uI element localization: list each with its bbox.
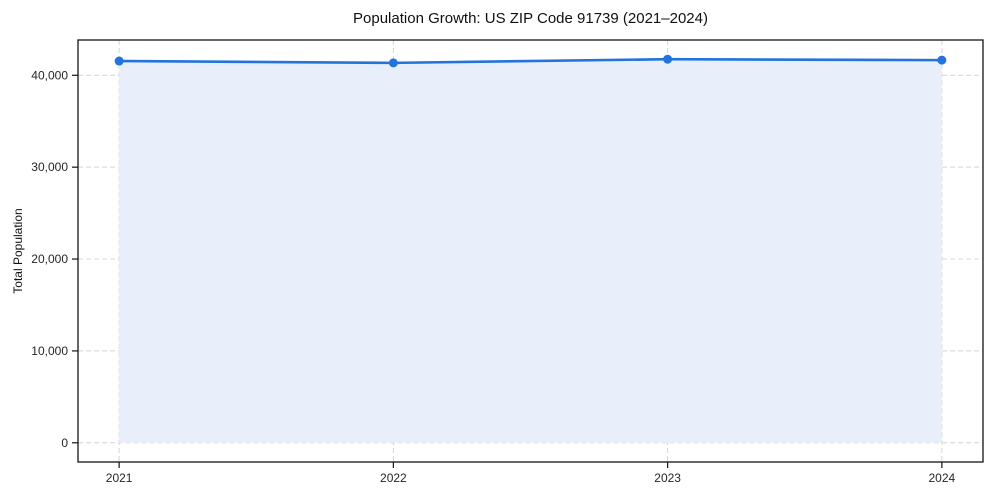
y-tick-label: 40,000 <box>31 68 68 82</box>
data-point-marker <box>114 56 124 66</box>
x-tick-label: 2023 <box>654 471 681 485</box>
data-point-marker <box>388 58 398 68</box>
y-tick-label: 20,000 <box>31 252 68 266</box>
y-axis-label: Total Population <box>11 208 25 294</box>
chart-title: Population Growth: US ZIP Code 91739 (20… <box>353 10 708 27</box>
data-point-marker <box>663 54 673 64</box>
y-tick-label: 30,000 <box>31 160 68 174</box>
plot-border <box>77 39 984 463</box>
y-tick-label: 10,000 <box>31 344 68 358</box>
series-area-fill <box>119 59 942 443</box>
data-point-marker <box>937 55 947 65</box>
x-tick-label: 2024 <box>929 471 956 485</box>
y-tick-label: 0 <box>61 436 68 450</box>
x-tick-label: 2022 <box>380 471 407 485</box>
x-tick-label: 2021 <box>106 471 133 485</box>
series-line <box>117 57 944 65</box>
